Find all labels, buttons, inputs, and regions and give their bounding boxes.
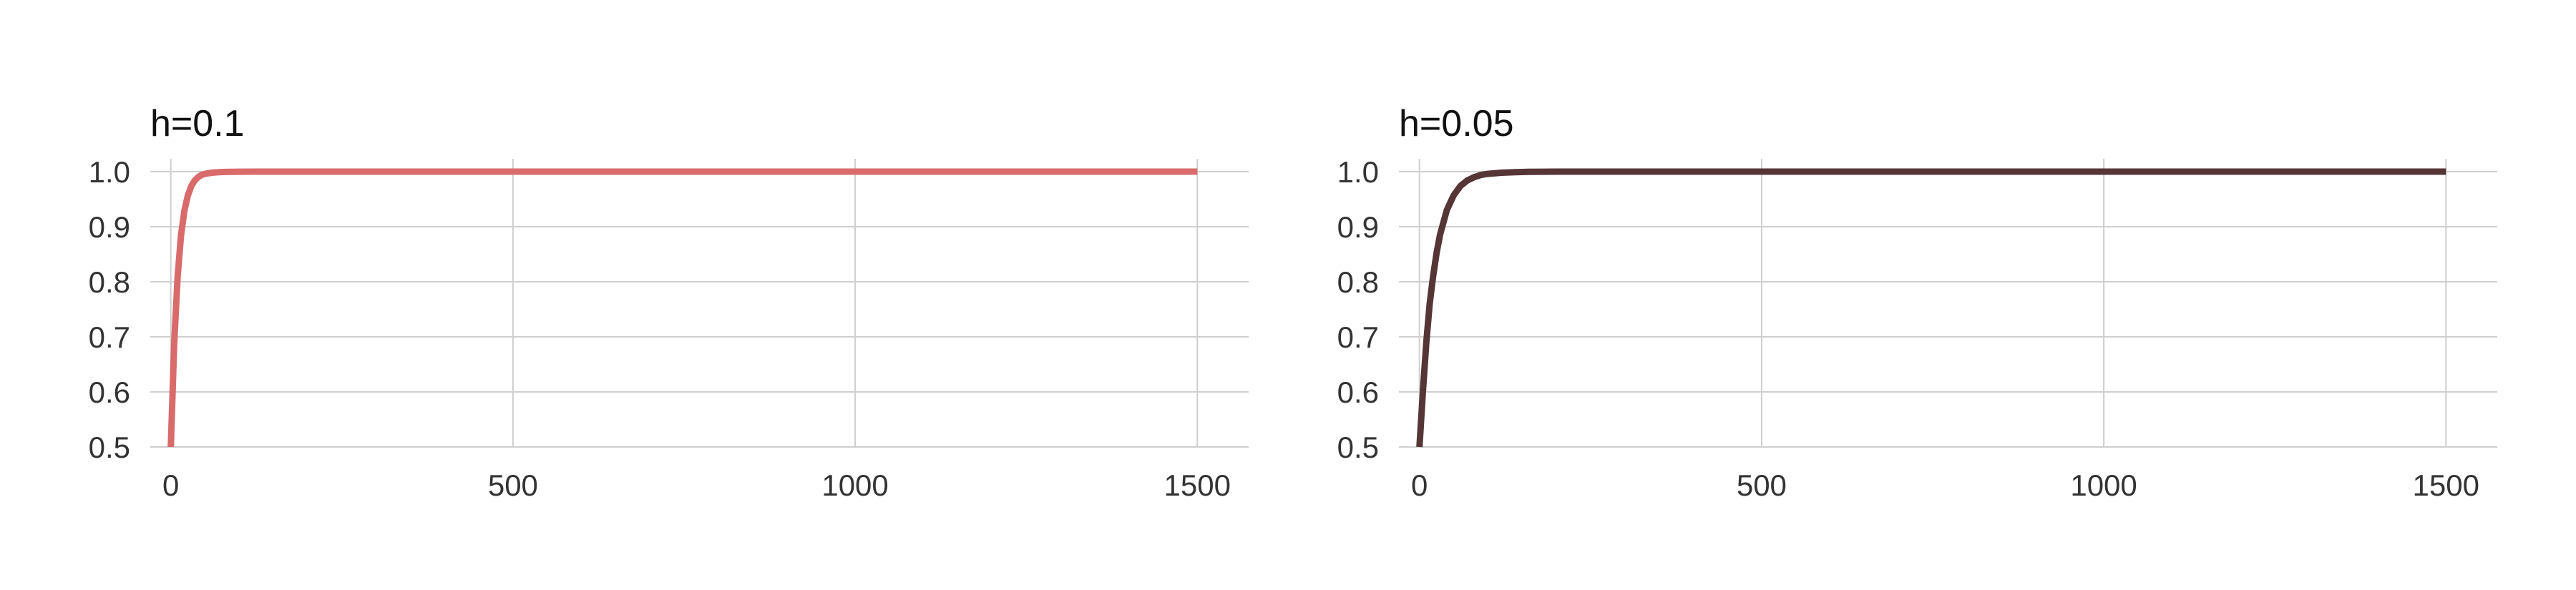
x-tick-label: 500: [488, 468, 538, 502]
x-tick-label: 1500: [1164, 468, 1231, 502]
y-tick-label: 0.6: [1337, 375, 1379, 409]
x-tick-label: 1000: [2070, 468, 2137, 502]
chart-title: h=0.05: [1399, 103, 1514, 144]
series-layer: [1416, 168, 2446, 448]
y-tick-label: 1.0: [89, 155, 130, 189]
y-tick-label: 0.5: [1337, 431, 1379, 464]
x-gridlines: [1418, 159, 2447, 447]
y-tick-label: 0.6: [89, 375, 130, 409]
y-tick-label: 0.7: [89, 320, 130, 354]
y-tick-label: 0.9: [1337, 210, 1379, 244]
x-tick-label: 1000: [821, 468, 888, 502]
y-tick-label: 0.9: [89, 210, 130, 244]
x-tick-label: 1500: [2413, 468, 2479, 502]
x-tick-labels: 0 500 1000 1500: [162, 468, 1231, 502]
x-tick-labels: 0 500 1000 1500: [1411, 468, 2479, 502]
x-tick-label: 0: [1411, 468, 1428, 502]
y-tick-label: 0.8: [89, 265, 130, 299]
y-tick-label: 0.5: [89, 431, 130, 464]
x-gridlines: [170, 159, 1199, 447]
chart-title: h=0.1: [150, 103, 245, 144]
series-layer: [167, 168, 1198, 448]
y-tick-label: 0.8: [1337, 265, 1379, 299]
series-line: [167, 168, 1198, 448]
y-gridlines: [150, 171, 1249, 448]
y-tick-label: 1.0: [1337, 155, 1379, 189]
chart-panel-h-0-05: h=0.05 0.5 0.6 0.7 0.8 0.9 1.0 0 500 1000 1500: [1337, 103, 2497, 502]
y-gridlines: [1399, 171, 2497, 448]
y-tick-labels: 0.5 0.6 0.7 0.8 0.9 1.0: [89, 155, 130, 464]
x-tick-label: 0: [162, 468, 179, 502]
series-line: [1416, 168, 2446, 448]
chart-panel-h-0-1: h=0.1 0.5 0.6 0.7 0.8 0.9 1.0 0 500 1000 1500: [89, 103, 1249, 502]
x-tick-label: 500: [1737, 468, 1787, 502]
y-tick-labels: 0.5 0.6 0.7 0.8 0.9 1.0: [1337, 155, 1379, 464]
y-tick-label: 0.7: [1337, 320, 1379, 354]
